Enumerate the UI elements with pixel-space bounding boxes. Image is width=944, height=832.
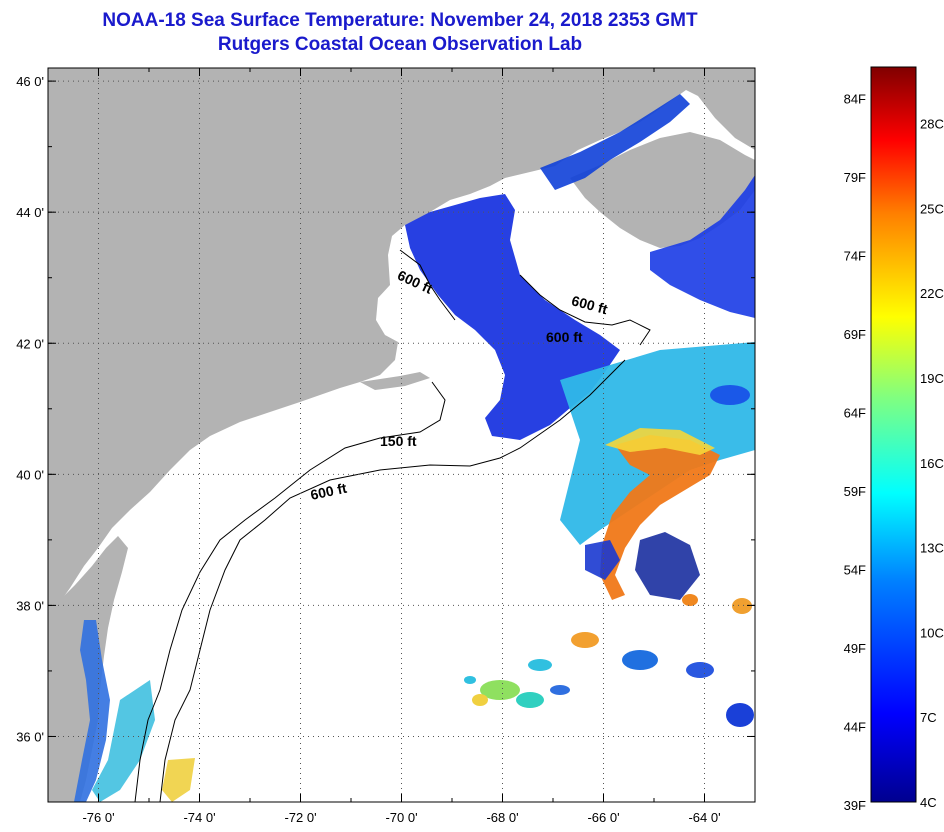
contour-150ft-shelf [134, 381, 446, 802]
colorbar-label-c: 16C [920, 456, 944, 471]
sst-gulf-stream-orange [600, 435, 720, 600]
latitude-label: 46 0' [16, 74, 44, 89]
land-nova-scotia [570, 132, 755, 248]
land-mainland [48, 68, 755, 612]
colorbar [870, 66, 917, 803]
longitude-label: -68 0' [486, 810, 518, 825]
colorbar-label-f: 44F [844, 720, 866, 735]
longitude-labels: -76 0' -74 0' -72 0' -70 0' -68 0' -66 0' -64 … [82, 810, 720, 825]
sst-warm-eddy [635, 532, 700, 600]
map-subtitle: Rutgers Coastal Ocean Observation Lab [217, 34, 583, 55]
longitude-label: -64 0' [688, 810, 720, 825]
latitude-labels: 46 0' 44 0' 42 0' 40 0' 38 0' 36 0' [16, 74, 44, 744]
colorbar-label-c: 22C [920, 286, 944, 301]
colorbar-label-f: 74F [844, 248, 866, 263]
sst-chesapeake [74, 620, 110, 802]
colorbar-label-c: 4C [920, 795, 937, 810]
contour-label: 150 ft [380, 433, 417, 449]
colorbar-label-f: 84F [844, 91, 866, 106]
longitude-label: -72 0' [284, 810, 316, 825]
colorbar-fahrenheit-labels: 84F 79F 74F 69F 64F 59F 54F 49F 44F 39F [844, 91, 866, 813]
longitude-label: -70 0' [385, 810, 417, 825]
sst-scattered-patches [464, 385, 754, 727]
sst-scotian-shelf [650, 175, 755, 318]
axis-ticks [47, 68, 756, 803]
colorbar-label-c: 28C [920, 117, 944, 132]
contour-label: 600 ft [546, 329, 583, 345]
contour-600ft-gom [519, 274, 651, 346]
colorbar-label-f: 54F [844, 563, 866, 578]
colorbar-label-f: 79F [844, 170, 866, 185]
colorbar-label-f: 59F [844, 484, 866, 499]
sst-nc-coast [92, 680, 155, 802]
colorbar-label-c: 13C [920, 541, 944, 556]
colorbar-label-c: 10C [920, 625, 944, 640]
colorbar-label-f: 69F [844, 327, 866, 342]
map-title: NOAA-18 Sea Surface Temperature: Novembe… [102, 10, 698, 31]
colorbar-celsius-labels: 28C 25C 22C 19C 16C 13C 10C 7C 4C [920, 117, 944, 810]
sst-bay-of-fundy [540, 94, 690, 190]
latitude-label: 36 0' [16, 729, 44, 744]
colorbar-label-c: 19C [920, 371, 944, 386]
latitude-label: 40 0' [16, 467, 44, 482]
sst-nc-patch [162, 758, 195, 802]
sst-cold-patch [585, 540, 620, 580]
contour-600ft-gom-west [399, 249, 456, 321]
colorbar-label-c: 25C [920, 201, 944, 216]
latitude-label: 44 0' [16, 205, 44, 220]
colorbar-label-f: 64F [844, 406, 866, 421]
contour-label: 600 ft [309, 480, 348, 503]
longitude-label: -66 0' [587, 810, 619, 825]
latitude-label: 38 0' [16, 598, 44, 613]
longitude-label: -74 0' [183, 810, 215, 825]
colorbar-label-f: 39F [844, 798, 866, 813]
colorbar-label-c: 7C [920, 710, 937, 725]
longitude-label: -76 0' [82, 810, 114, 825]
sst-gulf-stream-yellow [605, 428, 715, 455]
latitude-label: 42 0' [16, 336, 44, 351]
colorbar-label-f: 49F [844, 641, 866, 656]
land-long-island [360, 372, 430, 390]
contour-600ft-shelf [159, 359, 626, 802]
